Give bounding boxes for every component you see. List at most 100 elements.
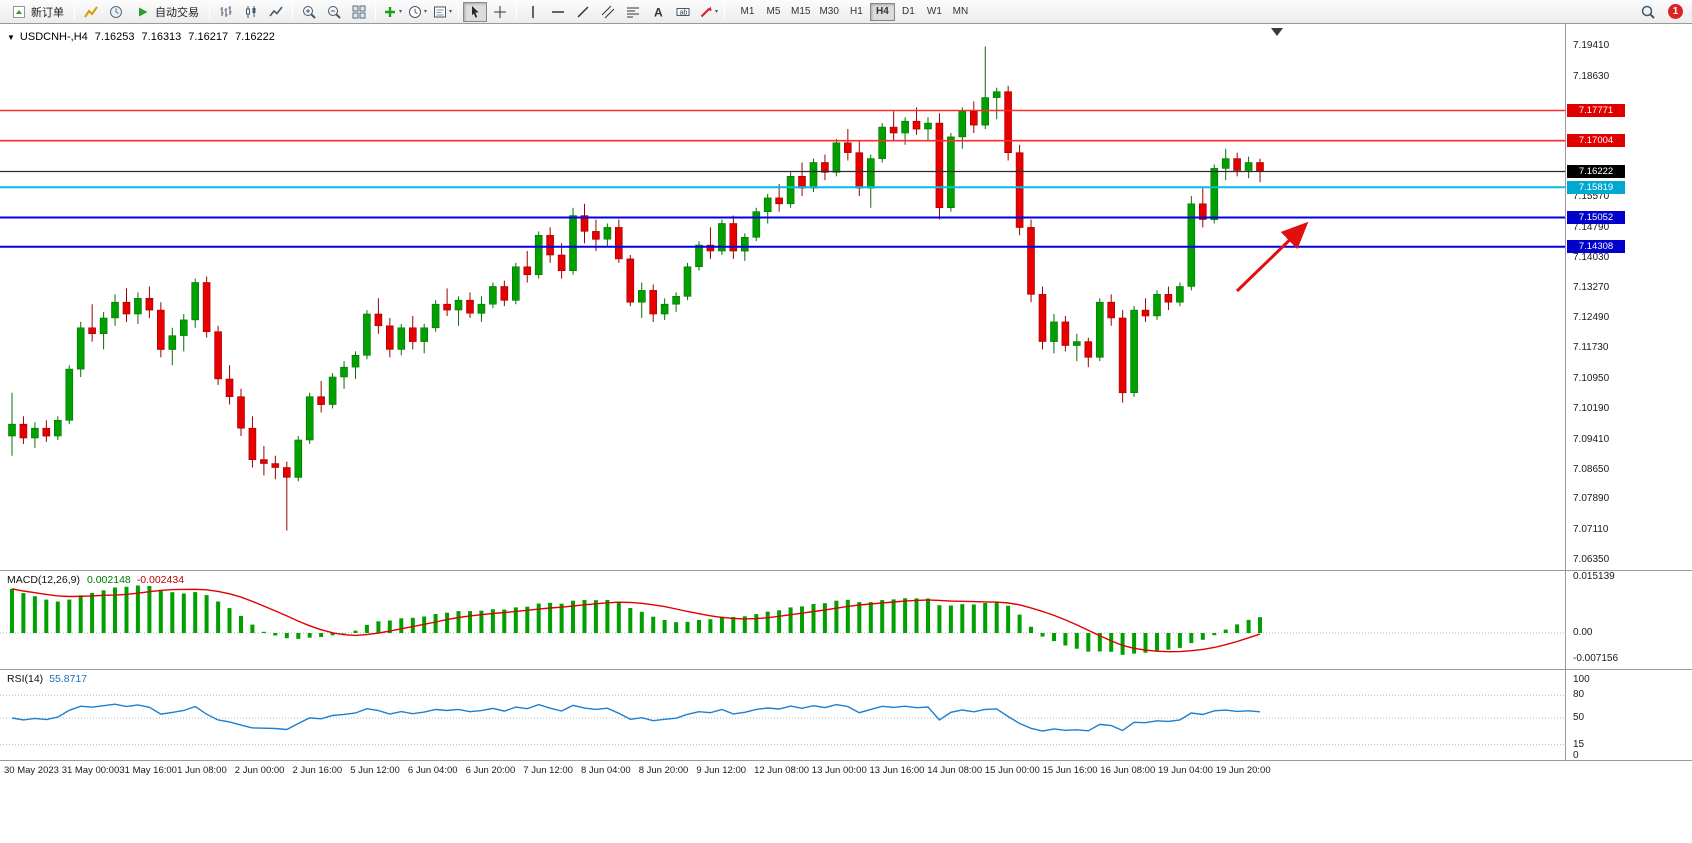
candle-up	[603, 227, 612, 240]
templates-button[interactable]: ▾	[430, 2, 454, 22]
candle-up	[1096, 301, 1104, 358]
zoom-in-button[interactable]	[297, 2, 321, 22]
macd-histogram-bar	[353, 630, 358, 633]
text-tool-button[interactable]: A	[646, 2, 670, 22]
notification-badge[interactable]: 1	[1668, 4, 1683, 19]
candle-down	[157, 309, 165, 350]
time-axis-label: 12 Jun 08:00	[754, 765, 810, 776]
timeframe-button-m1[interactable]: M1	[735, 3, 760, 21]
macd-histogram-bar	[1212, 633, 1217, 636]
candle-down	[843, 142, 852, 153]
candle-down	[969, 111, 978, 126]
macd-histogram-bar	[960, 604, 965, 633]
bar-chart-button[interactable]	[214, 2, 238, 22]
macd-panel[interactable]	[0, 571, 1565, 669]
price-axis-label: 7.15570	[1573, 191, 1610, 203]
indicators-button[interactable]: ▾	[380, 2, 404, 22]
macd-histogram-bar	[903, 598, 908, 633]
price-axis-label: 7.11730	[1573, 342, 1609, 354]
one-click-trading-toggle-icon[interactable]: ▼	[7, 33, 15, 42]
candle-down	[466, 299, 474, 314]
price-axis[interactable]: 7.17771 7.17004 7.16222 7.15819 7.15052 7.143…	[1566, 0, 1692, 781]
macd-histogram-bar	[1132, 633, 1137, 654]
candle-up	[947, 136, 955, 209]
candle-down	[1233, 158, 1241, 171]
zoom-out-button[interactable]	[322, 2, 346, 22]
macd-histogram-bar	[296, 633, 301, 639]
rsi-panel[interactable]	[0, 670, 1565, 760]
timeframe-button-mn[interactable]: MN	[948, 3, 973, 21]
quotes-clock-button[interactable]	[104, 2, 128, 22]
autotrading-button[interactable]: 自动交易	[129, 2, 205, 22]
candle-up	[1244, 162, 1253, 171]
time-axis[interactable]: 30 May 2023 31 May 00:00 31 May 16:00 1 Jun…	[0, 761, 1692, 783]
macd-histogram-bar	[1235, 624, 1240, 633]
macd-histogram-bar	[284, 633, 289, 639]
candle-up	[1176, 286, 1184, 303]
macd-main-value: 0.002148	[86, 574, 131, 586]
channel-tool-button[interactable]	[596, 2, 620, 22]
macd-histogram-bar	[227, 608, 232, 633]
timeframe-button-m5[interactable]: M5	[761, 3, 786, 21]
price-tag: 7.16222	[1567, 165, 1625, 178]
timeframe-button-h1[interactable]: H1	[844, 3, 869, 21]
macd-histogram-bar	[433, 614, 438, 633]
candle-up	[454, 299, 463, 311]
panel-divider[interactable]	[0, 669, 1692, 670]
macd-histogram-bar	[777, 610, 782, 633]
macd-histogram-bar	[273, 633, 278, 636]
timeframe-button-h4[interactable]: H4	[869, 2, 895, 21]
macd-histogram-bar	[880, 600, 885, 633]
candle-down	[557, 254, 566, 271]
candle-down	[1004, 91, 1012, 153]
candle-up	[420, 327, 429, 342]
candlestick-chart-button[interactable]	[239, 2, 263, 22]
macd-histogram-bar	[1109, 633, 1114, 652]
new-order-button[interactable]: 新订单	[5, 2, 70, 22]
chart-info-bar: ▼ USDCNH-,H4 7.16253 7.16313 7.16217 7.16222	[7, 31, 282, 43]
macd-histogram-bar	[101, 590, 106, 633]
timeframe-button-m30[interactable]: M30	[815, 3, 842, 21]
trendline-tool-button[interactable]	[571, 2, 595, 22]
candle-up	[477, 303, 486, 314]
toolbar-separator	[292, 3, 293, 20]
timeframe-button-w1[interactable]: W1	[922, 3, 947, 21]
line-chart-button[interactable]	[264, 2, 288, 22]
arrows-tool-button[interactable]: ▾	[696, 2, 720, 22]
price-axis-label: 7.06350	[1573, 554, 1610, 565]
time-axis-label: 6 Jun 04:00	[407, 765, 458, 776]
candle-up	[569, 215, 577, 272]
candle-up	[901, 120, 909, 134]
rsi-value: 55.8717	[49, 673, 88, 685]
macd-histogram-bar	[559, 603, 564, 633]
main-price-chart[interactable]	[0, 24, 1565, 570]
macd-histogram-bar	[628, 608, 633, 633]
fibonacci-tool-button[interactable]	[621, 2, 645, 22]
candle-down	[202, 282, 211, 333]
tile-windows-button[interactable]	[347, 2, 371, 22]
vertical-line-icon	[532, 5, 534, 18]
timeframe-button-d1[interactable]: D1	[896, 3, 921, 21]
candle-up	[1221, 158, 1230, 169]
macd-histogram-bar	[181, 593, 186, 633]
chart-shift-marker[interactable]	[1271, 28, 1283, 36]
horizontal-line-tool-button[interactable]	[546, 2, 570, 22]
trend-arrow-object[interactable]	[1235, 221, 1309, 293]
panel-divider[interactable]	[0, 570, 1692, 571]
vertical-line-tool-button[interactable]	[521, 2, 545, 22]
timeframe-button-m15[interactable]: M15	[787, 3, 814, 21]
search-button[interactable]	[1636, 2, 1660, 22]
periods-button[interactable]: ▾	[405, 2, 429, 22]
candle-up	[328, 376, 337, 405]
macd-histogram-bar	[742, 616, 747, 633]
crosshair-tool-button[interactable]	[488, 2, 512, 22]
macd-histogram-bar	[1155, 633, 1159, 651]
price-axis-label: 7.13270	[1573, 281, 1610, 293]
cursor-tool-button[interactable]	[463, 1, 487, 22]
candle-down	[214, 331, 222, 380]
text-label-tool-button[interactable]: ab	[671, 2, 695, 22]
macd-histogram-bar	[1200, 633, 1205, 640]
macd-histogram-bar	[342, 633, 346, 634]
macd-histogram-bar	[1017, 614, 1022, 633]
market-watch-button[interactable]	[79, 2, 103, 22]
